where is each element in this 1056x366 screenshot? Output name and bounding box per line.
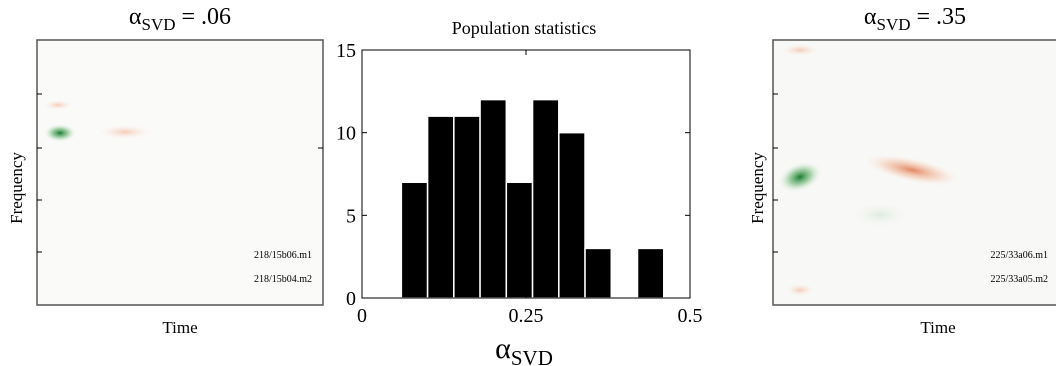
pair-label: 225/33a05.m2 [991,274,1049,285]
y-tick-label: 5 [346,205,356,227]
y-axis-label: Frequency [7,152,26,224]
heatmap-frame [36,39,324,306]
bar [505,181,534,299]
pair-label: 218/15b06.m1 [254,250,312,261]
x-tick-label: 0.25 [509,305,544,327]
right-panel: αSVD = .35 Frequency Time 225/33a06.m1 2… [748,4,1056,337]
heatmap-blob [864,154,960,186]
heatmap-blob [44,100,72,110]
bar [479,98,508,299]
y-tick-label: 0 [346,288,356,310]
bar [531,98,560,299]
heatmap-blob [782,44,818,56]
left-panel: αSVD = .06 Frequency Time 218/15b06.m1 2… [7,4,324,337]
heatmap-blob [99,125,151,139]
panel-title: αSVD = .06 [129,4,231,34]
heatmap-blob [852,203,908,227]
pair-label: 225/33a06.m1 [991,250,1049,261]
x-tick-label: 0 [357,305,367,327]
bar [558,131,586,299]
chart-title: Population statistics [452,18,597,38]
pair-label: 218/15b04.m2 [254,274,312,285]
histogram: Population statistics αSVD 0 5 10 15 0 0.25 0.… [336,18,703,366]
bar [636,247,665,299]
x-tick-label: 0.5 [678,305,703,327]
bar [453,115,481,299]
y-tick-label: 10 [336,123,356,145]
panel-title: αSVD = .35 [864,4,966,34]
bar [426,115,455,299]
x-axis-label: Time [162,318,197,337]
heatmap-blob [778,161,822,193]
x-axis-label: αSVD [495,332,553,366]
y-tick-label: 15 [336,40,356,62]
x-axis-label: Time [920,318,955,337]
bar [400,181,429,299]
bar [584,247,613,299]
heatmap-blob [44,124,76,142]
heatmap-blob [786,284,814,296]
y-axis-label: Frequency [748,152,767,224]
